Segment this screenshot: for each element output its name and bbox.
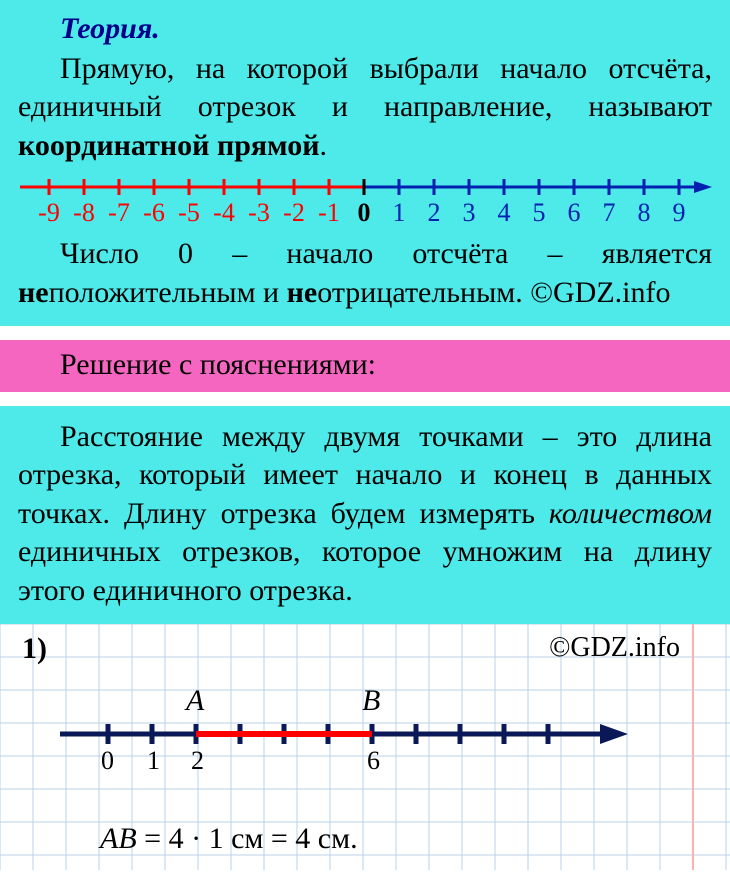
svg-text:6: 6 [568, 198, 581, 227]
formula-rest: = 4 · 1 см = 4 см. [137, 822, 358, 855]
solution-header-text: Решение с пояснениями: [18, 348, 712, 382]
prefix-ne: не [287, 276, 318, 309]
svg-text:9: 9 [673, 198, 686, 227]
prefix-ne: не [18, 276, 49, 309]
number-line-svg: -9 -8 -7 -6 -5 -4 -3 -2 -1 0 1 2 3 4 5 6… [18, 173, 712, 229]
theory-title: Теория. [18, 12, 712, 46]
svg-text:3: 3 [463, 198, 476, 227]
text: Прямую, на которой выбрали начало отсчёт… [18, 52, 712, 123]
svg-text:7: 7 [603, 198, 616, 227]
point-b-label: B [362, 684, 380, 718]
svg-text:-4: -4 [213, 198, 235, 227]
formula-ab: AB = 4 · 1 см = 4 см. [100, 822, 358, 856]
copyright-label: ©GDZ.info [549, 632, 680, 664]
text: . [319, 129, 327, 162]
svg-text:-9: -9 [38, 198, 60, 227]
svg-text:8: 8 [638, 198, 651, 227]
formula-var: AB [100, 822, 137, 855]
tick-1: 1 [147, 746, 160, 776]
text: Число 0 – начало отсчёта – является [60, 237, 712, 270]
svg-text:-2: -2 [283, 198, 305, 227]
text: отрицательным. ©GDZ.info [317, 276, 670, 309]
spacer [0, 326, 730, 340]
solution-panel: Расстояние между двумя точками – это дли… [0, 406, 730, 624]
svg-text:-5: -5 [178, 198, 200, 227]
problem-number: 1) [22, 632, 47, 666]
svg-text:4: 4 [498, 198, 511, 227]
theory-panel: Теория. Прямую, на которой выбрали начал… [0, 0, 730, 326]
svg-text:-6: -6 [143, 198, 165, 227]
svg-text:-7: -7 [108, 198, 130, 227]
svg-text:0: 0 [358, 198, 371, 227]
solution-header: Решение с пояснениями: [0, 340, 730, 392]
problem-1-grid: 1) ©GDZ.info A B 0 1 2 6 AB = 4 · 1 см =… [0, 624, 730, 870]
theory-paragraph-2: Число 0 – начало отсчёта – является непо… [18, 235, 712, 312]
theory-paragraph-1: Прямую, на которой выбрали начало отсчёт… [18, 50, 712, 165]
term-coord-line: координатной прямой [18, 129, 319, 162]
tick-0: 0 [101, 746, 114, 776]
svg-text:-3: -3 [248, 198, 270, 227]
tick-6: 6 [367, 746, 380, 776]
solution-paragraph: Расстояние между двумя точками – это дли… [18, 418, 712, 610]
text: единичных отрезков, которое умножим на д… [18, 535, 712, 606]
number-line-signed: -9 -8 -7 -6 -5 -4 -3 -2 -1 0 1 2 3 4 5 6… [18, 173, 712, 229]
tick-2: 2 [191, 746, 204, 776]
svg-text:5: 5 [533, 198, 546, 227]
emph-count: количеством [549, 497, 712, 530]
svg-text:-8: -8 [73, 198, 95, 227]
svg-text:2: 2 [428, 198, 441, 227]
text: положительным и [49, 276, 287, 309]
svg-text:1: 1 [393, 198, 406, 227]
spacer [0, 392, 730, 406]
svg-text:-1: -1 [318, 198, 340, 227]
point-a-label: A [186, 684, 204, 718]
